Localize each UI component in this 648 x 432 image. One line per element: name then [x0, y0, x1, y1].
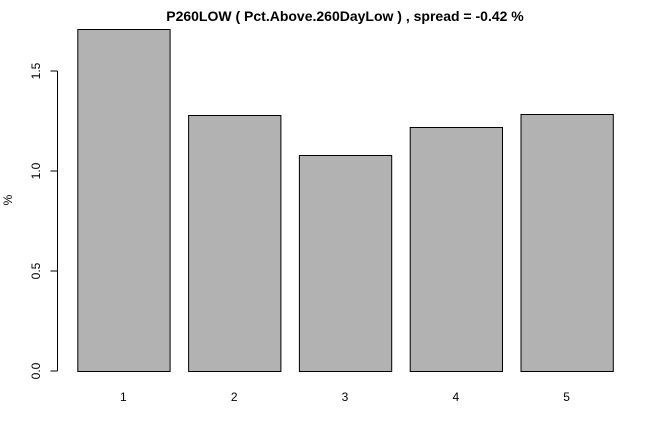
y-tick-label: 1.0	[29, 162, 43, 179]
y-tick-label: 1.5	[29, 62, 43, 79]
x-tick-label: 3	[342, 390, 349, 404]
chart-title: P260LOW ( Pct.Above.260DayLow ) , spread…	[166, 8, 524, 24]
x-tick-label: 5	[563, 390, 570, 404]
y-tick-label: 0.5	[29, 262, 43, 279]
bar-5	[520, 114, 614, 372]
x-axis-labels: 1 2 3 4 5	[120, 390, 570, 404]
x-tick-label: 4	[452, 390, 459, 404]
y-tick-label: 0.0	[29, 362, 43, 379]
bar-3	[298, 155, 393, 372]
bars-group	[77, 29, 614, 372]
y-axis: 0.0 0.5 1.0 1.5	[29, 62, 58, 379]
bar-4	[409, 127, 504, 372]
y-axis-label: %	[1, 194, 15, 205]
x-tick-label: 2	[231, 390, 238, 404]
x-tick-label: 1	[120, 390, 127, 404]
bar-1	[77, 29, 171, 372]
bar-2	[188, 115, 282, 372]
